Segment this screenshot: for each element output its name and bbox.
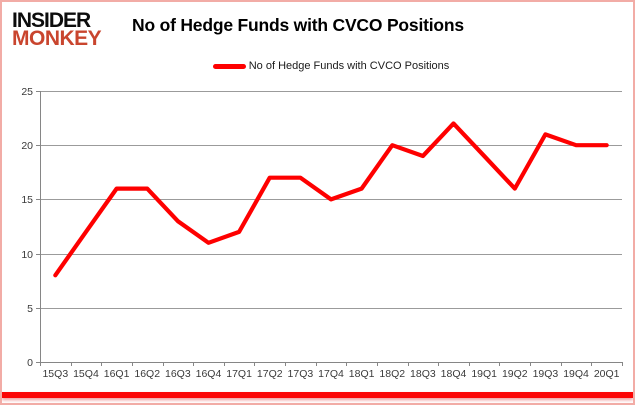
x-axis-label: 16Q4 [196,368,222,380]
legend: No of Hedge Funds with CVCO Positions [40,58,622,74]
chart-title: No of Hedge Funds with CVCO Positions [132,15,464,35]
bottom-red-bar [2,392,633,398]
x-axis-label: 20Q1 [594,368,620,380]
x-axis-label: 16Q1 [104,368,130,380]
x-axis-label: 18Q1 [349,368,375,380]
x-axis-label: 19Q1 [471,368,497,380]
legend-label: No of Hedge Funds with CVCO Positions [248,60,450,72]
y-axis-label: 10 [21,249,33,261]
y-axis-label: 25 [21,86,33,98]
x-axis-label: 18Q4 [441,368,467,380]
x-axis-label: 16Q2 [134,368,160,380]
x-axis-label: 19Q2 [502,368,528,380]
x-axis-label: 17Q3 [288,368,314,380]
insider-monkey-logo: INSIDER MONKEY [12,9,132,50]
y-axis-label: 20 [21,140,33,152]
y-axis-label: 5 [27,303,33,315]
x-axis-label: 19Q3 [533,368,559,380]
x-axis-label: 18Q2 [379,368,405,380]
x-axis-label: 17Q2 [257,368,283,380]
x-axis-label: 16Q3 [165,368,191,380]
hedge-funds-series-line [53,121,609,278]
y-axis-label: 15 [21,194,33,206]
logo-text-insider: INSIDER [12,9,91,32]
y-axis-label: 0 [27,357,33,369]
x-axis-label: 17Q1 [226,368,252,380]
x-axis-label: 17Q4 [318,368,344,380]
logo-text-monkey: MONKEY [12,26,102,50]
x-axis-label: 15Q4 [73,368,99,380]
legend-line-swatch [212,63,246,69]
x-axis-label: 15Q3 [42,368,68,380]
x-axis-label: 19Q4 [563,368,589,380]
x-axis-label: 18Q3 [410,368,436,380]
